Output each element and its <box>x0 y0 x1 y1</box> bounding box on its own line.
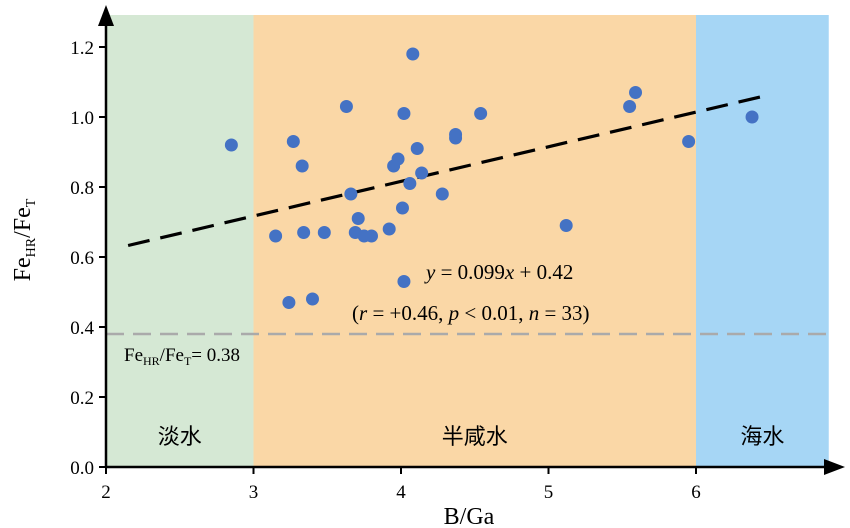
data-point-18 <box>397 275 411 288</box>
data-point-7 <box>317 226 331 239</box>
threshold-label: FeHR/FeT= 0.38 <box>124 345 240 368</box>
y-tick-label-6: 1.2 <box>70 38 94 59</box>
zone-label-0: 淡水 <box>158 425 202 450</box>
zone-0 <box>106 15 254 467</box>
data-point-13 <box>365 229 378 243</box>
x-tick-label-1: 3 <box>249 482 259 503</box>
data-point-24 <box>435 187 449 201</box>
data-point-30 <box>629 86 643 99</box>
data-point-5 <box>297 226 311 239</box>
y-axis-title: FeHR/FeT <box>10 198 39 281</box>
data-point-19 <box>397 107 411 120</box>
data-point-22 <box>410 142 424 155</box>
data-point-11 <box>351 212 365 225</box>
data-point-8 <box>339 100 353 113</box>
y-tick-label-3: 0.6 <box>70 248 94 269</box>
regression-line-group <box>127 93 771 248</box>
y-tick-label-1: 0.2 <box>70 388 94 409</box>
data-point-17 <box>395 201 409 215</box>
zone-1 <box>253 15 696 467</box>
data-point-4 <box>295 159 309 173</box>
x-tick-label-3: 5 <box>544 482 554 503</box>
x-tick-label-4: 6 <box>691 482 701 503</box>
y-tick-label-5: 1.0 <box>70 108 94 129</box>
zone-label-1: 半咸水 <box>442 425 508 450</box>
y-tick-label-4: 0.8 <box>70 178 94 199</box>
data-point-26 <box>449 128 463 141</box>
regression-stats: (r = +0.46, p < 0.01, n = 33) <box>352 301 590 325</box>
data-point-1 <box>269 229 283 243</box>
ticks: 2 3 4 5 6 0.0 0.2 0.4 0.6 0.8 1.0 1.2 <box>70 38 701 503</box>
data-points <box>224 47 759 309</box>
x-axis-arrow <box>824 459 845 475</box>
zone-2 <box>696 15 829 467</box>
data-point-14 <box>382 222 396 236</box>
regression-line <box>127 93 771 248</box>
data-point-21 <box>406 47 420 61</box>
x-tick-label-0: 2 <box>101 482 111 503</box>
data-point-0 <box>224 138 238 152</box>
data-point-16 <box>391 152 405 166</box>
x-axis-title: B/Ga <box>444 504 495 528</box>
x-tick-label-2: 4 <box>396 482 406 503</box>
regression-equation: y = 0.099x + 0.42 <box>424 260 573 284</box>
y-tick-label-2: 0.4 <box>70 318 94 339</box>
zone-label-2: 海水 <box>740 425 784 450</box>
data-point-3 <box>286 135 300 148</box>
axes <box>98 5 845 475</box>
data-point-6 <box>306 292 319 306</box>
threshold-line-group: FeHR/FeT= 0.38 <box>106 332 833 368</box>
y-axis-arrow <box>98 5 114 26</box>
y-tick-label-0: 0.0 <box>70 458 94 479</box>
zone-backgrounds: 淡水 半咸水 海水 <box>106 15 829 467</box>
data-point-29 <box>623 100 637 113</box>
data-point-27 <box>474 107 488 120</box>
data-point-31 <box>682 135 696 148</box>
data-point-20 <box>403 177 417 190</box>
data-point-23 <box>415 166 429 180</box>
data-point-28 <box>559 219 573 232</box>
data-point-9 <box>344 187 358 201</box>
labels: B/Ga FeHR/FeT y = 0.099x + 0.42 (r = +0.46,… <box>10 198 590 528</box>
data-point-2 <box>282 296 296 309</box>
data-point-32 <box>745 110 759 124</box>
